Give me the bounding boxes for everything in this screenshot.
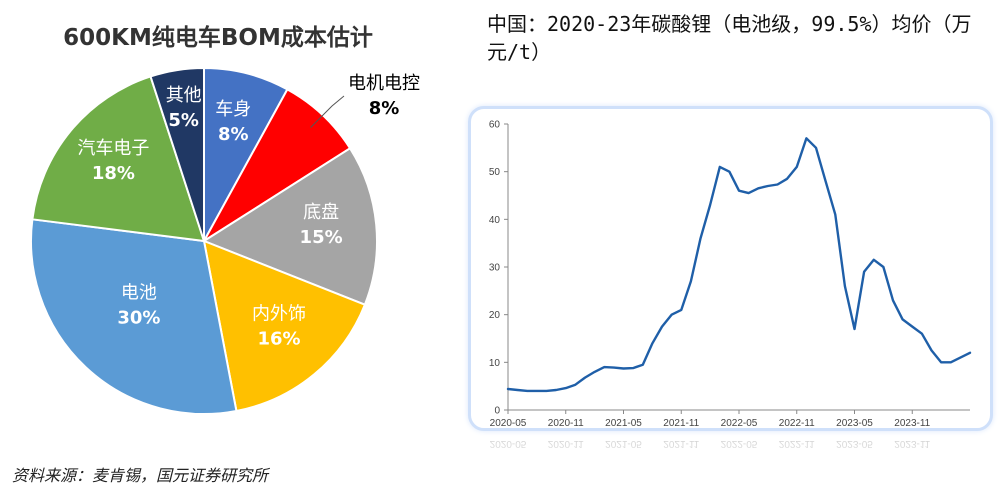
y-tick-label-3: 30 [489, 263, 501, 274]
pie-label-name-6: 其他 [166, 85, 202, 106]
pie-label-name-5: 汽车电子 [77, 138, 149, 159]
x-tick-label-6: 2023-05 [836, 418, 873, 429]
y-tick-label-5: 50 [489, 167, 501, 178]
pie-label-value-5: 18% [92, 163, 135, 184]
lithium-price-line [506, 137, 972, 393]
pie-slice-2 [201, 146, 379, 306]
pie-label-value-4: 30% [117, 307, 160, 328]
pie-slice-4 [29, 218, 238, 416]
x-tick-label-3: 2021-11 [663, 418, 699, 429]
pie-label-value-6: 5% [168, 110, 199, 131]
pie-label-value-3: 16% [257, 329, 300, 350]
x-tick-label-5: 2022-11 [779, 418, 815, 429]
line-chart-title: 中国：2020-23年碳酸锂（电池级，99.5%）均价（万元/t） [487, 12, 972, 64]
pie-slice-3 [202, 239, 367, 413]
x-tick-label-1: 2020-11 [548, 418, 584, 429]
y-tick-label-1: 10 [489, 358, 501, 369]
line-chart-reflection: 2020-052020-112021-052021-112022-052022-… [470, 432, 990, 487]
y-tick-label-2: 20 [489, 310, 501, 321]
source-note: 资料来源：麦肯锡，国元证券研究所 [12, 466, 269, 485]
reflection-fade [470, 432, 990, 487]
y-tick-label-6: 60 [489, 120, 501, 131]
pie-label-value-1: 8% [369, 98, 400, 119]
pie-label-name-2: 底盘 [303, 202, 339, 223]
y-tick-label-0: 0 [494, 406, 500, 417]
line-chart-frame [468, 106, 993, 431]
pie-chart: 车身 8% 电机电控 8% 底盘 15% 内外饰 16% 电池 30% 汽车电子 18% 其他 5% [29, 66, 420, 416]
pie-label-name-3: 内外饰 [252, 304, 306, 325]
x-tick-label-2: 2021-05 [605, 418, 642, 429]
pie-label-value-2: 15% [300, 227, 343, 248]
x-tick-label-7: 2023-11 [894, 418, 930, 429]
y-tick-label-4: 40 [489, 215, 501, 226]
pie-label-name-4: 电池 [121, 282, 157, 303]
pie-label-value-0: 8% [218, 124, 249, 145]
pie-slice-6 [149, 66, 205, 242]
pie-leader-line [310, 95, 345, 128]
pie-slice-5 [31, 75, 206, 243]
pie-label-name-1: 电机电控 [348, 73, 420, 94]
x-tick-label-4: 2022-05 [721, 418, 758, 429]
line-chart: 0 10 20 30 40 50 60 2020-05 2020-11 2021-05 2021-1… [489, 120, 972, 429]
pie-label-name-0: 车身 [215, 99, 251, 120]
pie-chart-title: 600KM纯电车BOM成本估计 [63, 25, 373, 51]
x-tick-label-0: 2020-05 [490, 418, 527, 429]
